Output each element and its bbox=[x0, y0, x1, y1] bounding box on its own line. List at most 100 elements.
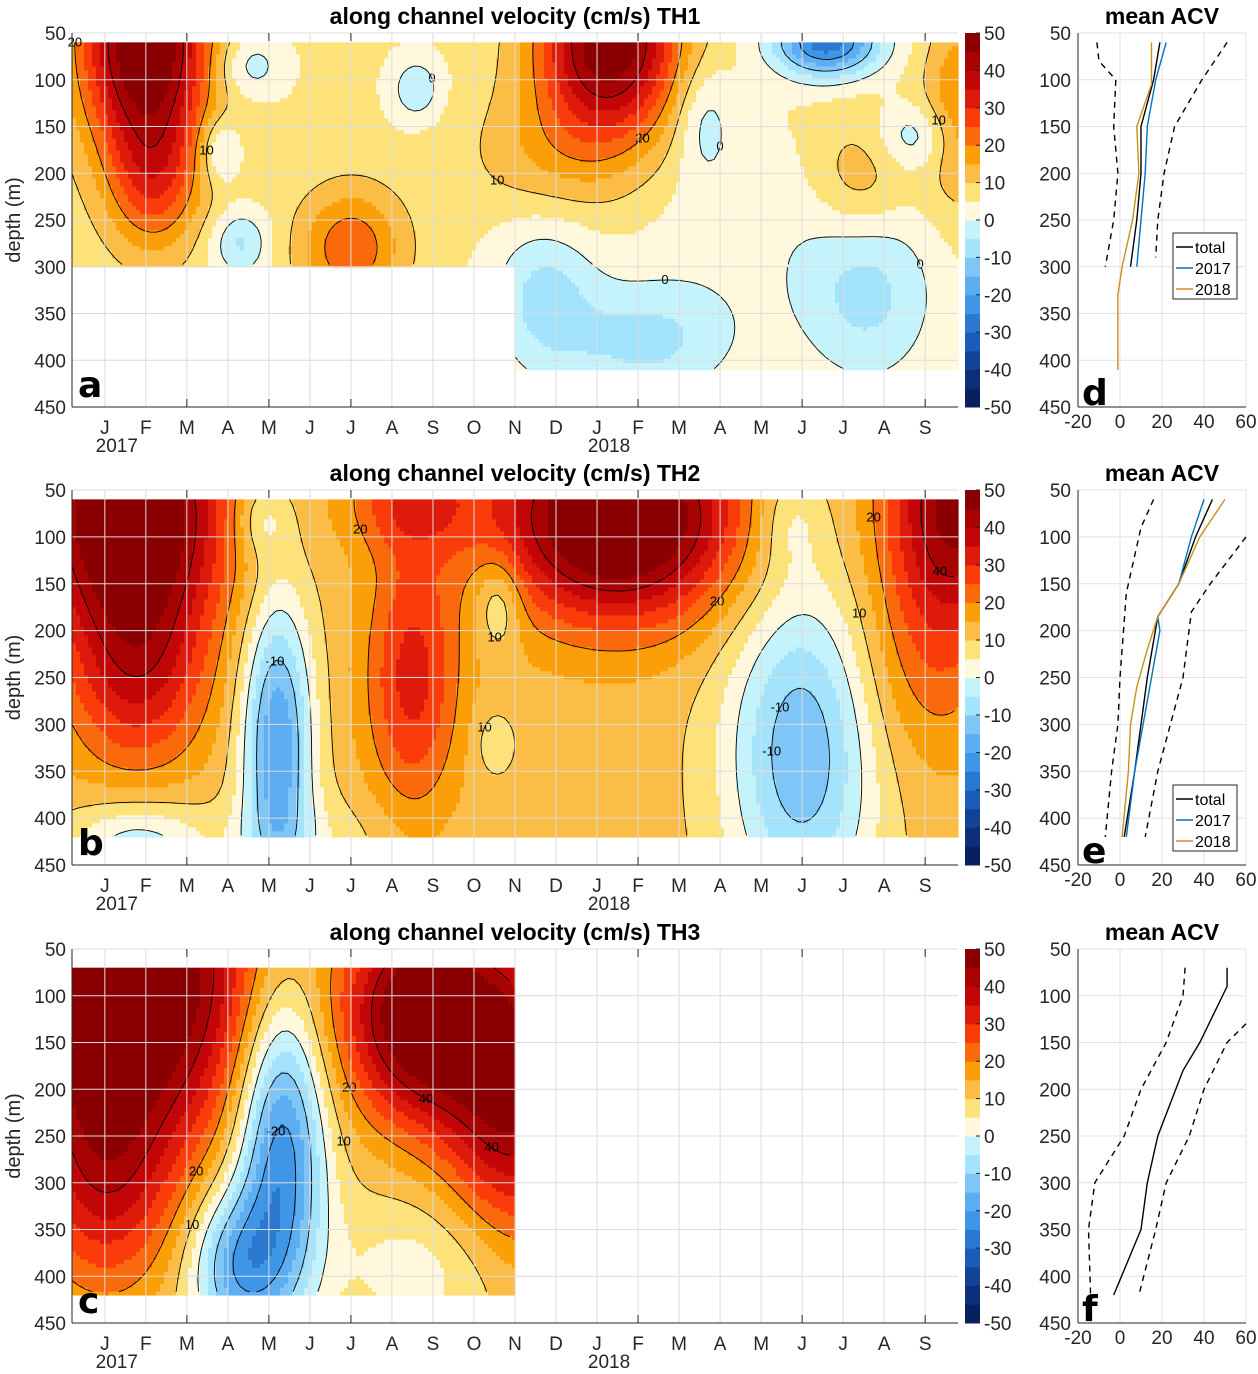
field-cell bbox=[376, 74, 381, 79]
field-cell bbox=[100, 106, 105, 111]
field-cell bbox=[884, 54, 889, 59]
field-cell bbox=[324, 102, 329, 107]
field-cell bbox=[252, 130, 257, 135]
field-cell bbox=[228, 114, 233, 119]
field-cell bbox=[900, 74, 905, 79]
field-cell bbox=[256, 78, 261, 83]
field-cell bbox=[820, 74, 825, 79]
field-cell bbox=[904, 66, 909, 71]
field-cell bbox=[756, 98, 761, 103]
field-cell bbox=[488, 66, 493, 71]
field-cell bbox=[108, 98, 113, 103]
field-cell bbox=[728, 114, 733, 119]
field-cell bbox=[172, 74, 177, 79]
field-cell bbox=[164, 78, 169, 83]
field-cell bbox=[884, 42, 889, 47]
field-cell bbox=[856, 98, 861, 103]
field-cell bbox=[524, 58, 529, 63]
field-cell bbox=[376, 110, 381, 115]
field-cell bbox=[296, 86, 301, 91]
field-cell bbox=[884, 50, 889, 55]
field-cell bbox=[436, 114, 441, 119]
field-cell bbox=[280, 58, 285, 63]
field-cell bbox=[220, 118, 225, 123]
field-cell bbox=[96, 66, 101, 71]
field-cell bbox=[188, 46, 193, 51]
field-cell bbox=[372, 94, 377, 99]
field-cell bbox=[812, 42, 817, 47]
field-cell bbox=[784, 106, 789, 111]
field-cell bbox=[292, 102, 297, 107]
field-cell bbox=[344, 66, 349, 71]
field-cell bbox=[88, 118, 93, 123]
field-cell bbox=[788, 46, 793, 51]
field-cell bbox=[876, 58, 881, 63]
field-cell bbox=[804, 70, 809, 75]
field-cell bbox=[216, 130, 221, 135]
field-cell bbox=[836, 58, 841, 63]
field-cell bbox=[480, 94, 485, 99]
field-cell bbox=[356, 118, 361, 123]
field-cell bbox=[92, 118, 97, 123]
field-cell bbox=[280, 110, 285, 115]
field-cell bbox=[660, 114, 665, 119]
field-cell bbox=[232, 98, 237, 103]
field-cell bbox=[148, 90, 153, 95]
field-cell bbox=[512, 98, 517, 103]
field-cell bbox=[516, 78, 521, 83]
field-cell bbox=[188, 98, 193, 103]
field-cell bbox=[692, 118, 697, 123]
field-cell bbox=[476, 90, 481, 95]
field-cell bbox=[252, 110, 257, 115]
field-cell bbox=[112, 98, 117, 103]
field-cell bbox=[644, 90, 649, 95]
field-cell bbox=[680, 118, 685, 123]
field-cell bbox=[560, 114, 565, 119]
field-cell bbox=[372, 114, 377, 119]
field-cell bbox=[664, 86, 669, 91]
field-cell bbox=[256, 90, 261, 95]
field-cell bbox=[232, 58, 237, 63]
field-cell bbox=[720, 74, 725, 79]
field-cell bbox=[884, 118, 889, 123]
field-cell bbox=[424, 94, 429, 99]
field-cell bbox=[140, 54, 145, 59]
field-cell bbox=[784, 102, 789, 107]
field-cell bbox=[724, 110, 729, 115]
field-cell bbox=[536, 74, 541, 79]
field-cell bbox=[720, 54, 725, 59]
field-cell bbox=[316, 50, 321, 55]
field-cell bbox=[772, 118, 777, 123]
field-cell bbox=[416, 66, 421, 71]
field-cell bbox=[420, 74, 425, 79]
field-cell bbox=[204, 46, 209, 51]
field-cell bbox=[92, 90, 97, 95]
field-cell bbox=[172, 66, 177, 71]
field-cell bbox=[272, 78, 277, 83]
field-cell bbox=[292, 50, 297, 55]
field-cell bbox=[320, 130, 325, 135]
field-cell bbox=[304, 66, 309, 71]
field-cell bbox=[312, 50, 317, 55]
field-cell bbox=[160, 78, 165, 83]
field-cell bbox=[908, 66, 913, 71]
field-cell bbox=[452, 94, 457, 99]
field-cell bbox=[948, 54, 953, 59]
field-cell bbox=[928, 82, 933, 87]
field-cell bbox=[936, 54, 941, 59]
field-cell bbox=[232, 114, 237, 119]
field-cell bbox=[240, 74, 245, 79]
field-cell bbox=[888, 46, 893, 51]
field-cell bbox=[632, 66, 637, 71]
field-cell bbox=[640, 110, 645, 115]
field-cell bbox=[712, 114, 717, 119]
field-cell bbox=[584, 46, 589, 51]
field-cell bbox=[536, 90, 541, 95]
field-cell bbox=[840, 106, 845, 111]
field-cell bbox=[908, 54, 913, 59]
field-cell bbox=[544, 110, 549, 115]
field-cell bbox=[912, 74, 917, 79]
field-cell bbox=[384, 50, 389, 55]
field-cell bbox=[748, 114, 753, 119]
field-cell bbox=[848, 98, 853, 103]
